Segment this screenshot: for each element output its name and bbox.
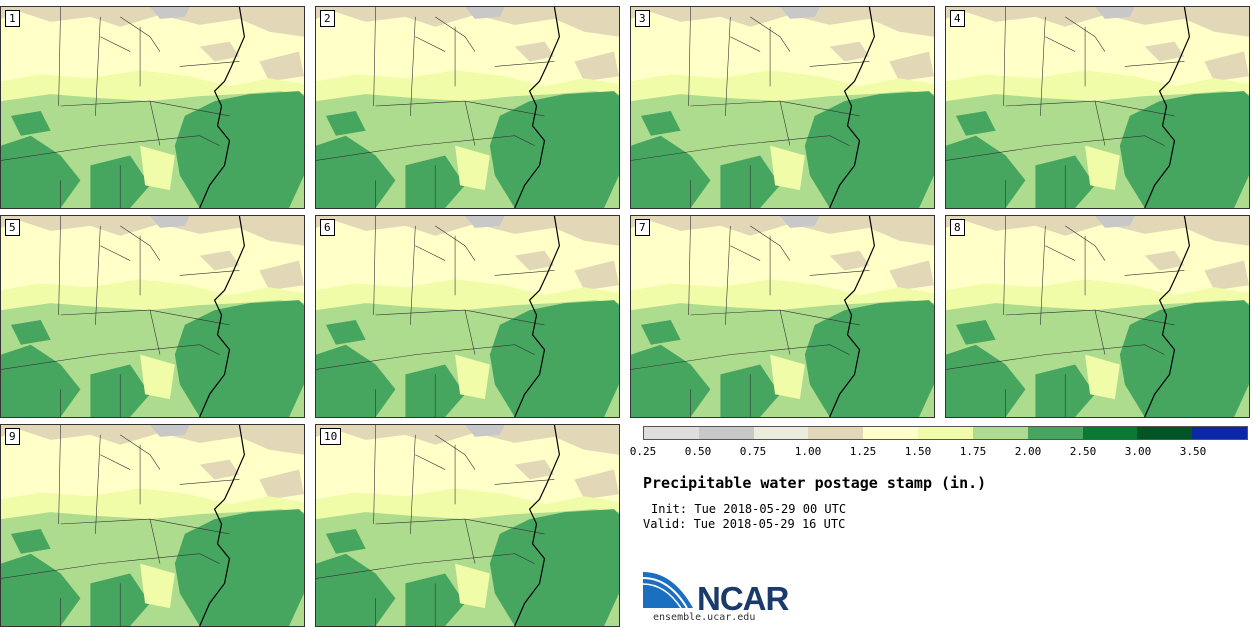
valid-time: Valid: Tue 2018-05-29 16 UTC — [643, 517, 846, 531]
map-panel-1: 1 — [0, 6, 305, 209]
precip-water-map — [1, 216, 304, 417]
legend-swatch — [1027, 427, 1083, 439]
precip-water-map — [1, 425, 304, 626]
precip-water-map — [316, 7, 619, 208]
legend-swatch — [1137, 427, 1193, 439]
legend-swatch — [863, 427, 919, 439]
precip-water-map — [631, 216, 934, 417]
legend-tick-label: 0.25 — [629, 445, 657, 458]
ncar-logo-icon — [643, 572, 693, 609]
legend-swatch — [1082, 427, 1138, 439]
legend-tick-label: 1.50 — [904, 445, 932, 458]
legend-tick-label: 1.75 — [959, 445, 987, 458]
member-label: 7 — [635, 219, 650, 236]
legend-swatch — [644, 427, 699, 439]
legend-swatch — [753, 427, 809, 439]
color-legend — [643, 426, 1248, 440]
member-label: 8 — [950, 219, 965, 236]
member-label: 3 — [635, 10, 650, 27]
map-panel-3: 3 — [630, 6, 935, 209]
member-label: 1 — [5, 10, 20, 27]
precip-water-map — [631, 7, 934, 208]
legend-tick-label: 0.75 — [739, 445, 767, 458]
legend-tick-label: 0.50 — [684, 445, 712, 458]
legend-swatch — [972, 427, 1028, 439]
member-label: 2 — [320, 10, 335, 27]
legend-swatch — [808, 427, 864, 439]
legend-tick-label: 1.00 — [794, 445, 822, 458]
precip-water-map — [1, 7, 304, 208]
legend-tick-label: 2.00 — [1014, 445, 1042, 458]
legend-tick-label: 3.50 — [1179, 445, 1207, 458]
page-title: Precipitable water postage stamp (in.) — [643, 474, 987, 492]
map-panel-7: 7 — [630, 215, 935, 418]
member-label: 9 — [5, 428, 20, 445]
legend-tick-label: 3.00 — [1124, 445, 1152, 458]
legend-swatch — [698, 427, 754, 439]
map-panel-6: 6 — [315, 215, 620, 418]
precip-water-map — [316, 216, 619, 417]
member-label: 6 — [320, 219, 335, 236]
precip-water-map — [946, 216, 1249, 417]
init-time: Init: Tue 2018-05-29 00 UTC — [651, 502, 847, 516]
map-panel-8: 8 — [945, 215, 1250, 418]
precip-water-map — [946, 7, 1249, 208]
map-panel-5: 5 — [0, 215, 305, 418]
precip-water-map — [316, 425, 619, 626]
legend-swatch — [918, 427, 973, 439]
map-panel-10: 10 — [315, 424, 620, 627]
map-panel-4: 4 — [945, 6, 1250, 209]
logo-name: NCAR — [697, 580, 789, 617]
map-panel-9: 9 — [0, 424, 305, 627]
legend-tick-label: 2.50 — [1069, 445, 1097, 458]
member-label: 10 — [320, 428, 342, 445]
legend-swatch — [1192, 427, 1247, 439]
map-panel-2: 2 — [315, 6, 620, 209]
logo-url: ensemble.ucar.edu — [653, 612, 756, 623]
legend-tick-label: 1.25 — [849, 445, 877, 458]
member-label: 4 — [950, 10, 965, 27]
member-label: 5 — [5, 219, 20, 236]
